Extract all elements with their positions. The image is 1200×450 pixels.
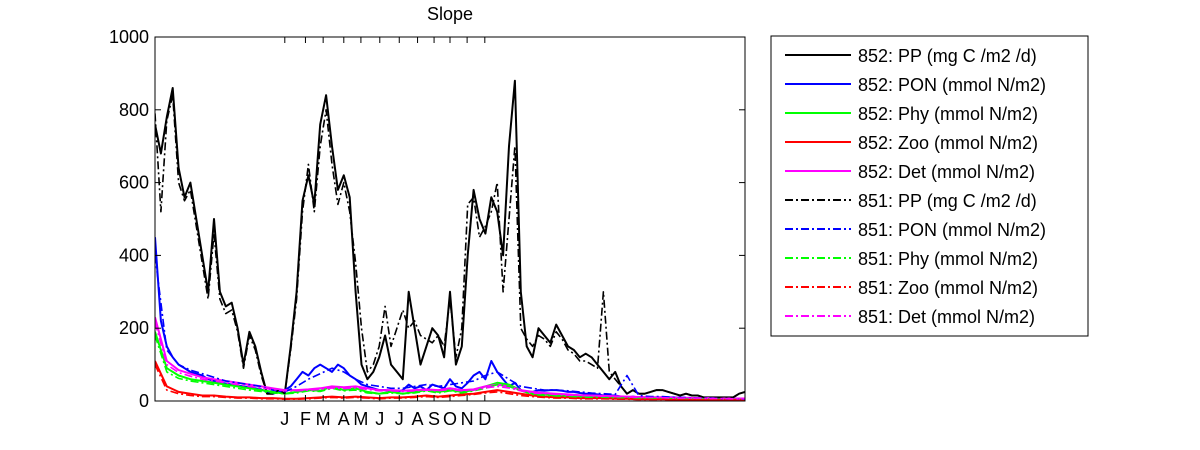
y-tick-label: 600 [119,173,149,193]
series-line-9 [155,322,745,400]
x-tick-label: D [478,409,491,429]
legend-label: 852: PP (mg C /m2 /d) [858,46,1037,66]
y-tick-label: 1000 [109,27,149,47]
y-tick-label: 0 [139,391,149,411]
legend: 852: PP (mg C /m2 /d) 852: PON (mmol N/m2… [770,35,1089,337]
x-tick-label: A [338,409,350,429]
axes-frame [154,36,746,402]
y-tick-label: 400 [119,245,149,265]
series-line-0 [155,79,745,399]
series-line-1 [155,237,745,401]
y-tick-label: 200 [119,318,149,338]
legend-label: 852: Zoo (mmol N/m2) [858,133,1038,153]
series-line-5 [155,94,745,399]
legend-label: 851: PP (mg C /m2 /d) [858,191,1037,211]
x-tick-label: A [412,409,424,429]
legend-label: 851: Det (mmol N/m2) [858,307,1035,327]
legend-label: 851: Zoo (mmol N/m2) [858,278,1038,298]
legend-label: 852: Det (mmol N/m2) [858,162,1035,182]
x-tick-label: O [443,409,457,429]
legend-label: 852: PON (mmol N/m2) [858,75,1046,95]
plot-area [155,79,745,401]
legend-label: 851: Phy (mmol N/m2) [858,249,1038,269]
x-tick-label: M [353,409,368,429]
x-tick-label: M [316,409,331,429]
series-line-8 [155,364,745,401]
x-tick-label: J [375,409,384,429]
legend-label: 851: PON (mmol N/m2) [858,220,1046,240]
chart-title: Slope [427,4,473,24]
series-line-6 [155,255,745,400]
x-tick-label: S [428,409,440,429]
x-tick-label: J [280,409,289,429]
legend-box [770,35,1089,337]
legend-label: 852: Phy (mmol N/m2) [858,104,1038,124]
x-tick-label: N [461,409,474,429]
x-tick-label: J [395,409,404,429]
series-line-7 [155,335,745,401]
y-tick-label: 800 [119,100,149,120]
x-tick-label: F [300,409,311,429]
